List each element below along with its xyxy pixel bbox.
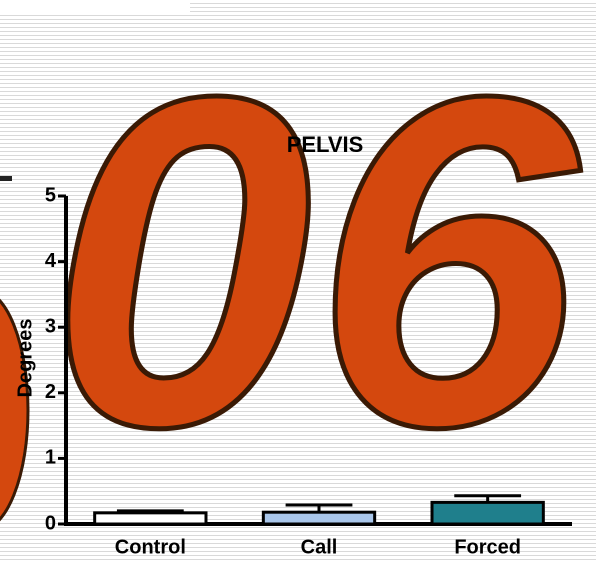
bar bbox=[261, 510, 377, 526]
watermark: 06 bbox=[48, 0, 581, 524]
header-strip bbox=[0, 0, 190, 12]
bar bbox=[430, 500, 545, 526]
y-tick-label: 2 bbox=[45, 381, 56, 403]
y-tick-label: 1 bbox=[45, 447, 56, 469]
y-tick-label: 0 bbox=[45, 512, 56, 534]
decor-dash bbox=[0, 176, 12, 181]
bar bbox=[93, 511, 208, 526]
y-tick-label: 4 bbox=[45, 250, 57, 272]
x-tick-label: Forced bbox=[454, 536, 521, 558]
y-tick-label: 3 bbox=[45, 315, 56, 337]
x-tick-label: Call bbox=[301, 536, 338, 558]
decor-shape bbox=[0, 298, 30, 522]
y-axis-label: Degrees bbox=[14, 319, 36, 398]
chart-title: PELVIS bbox=[287, 132, 364, 157]
y-tick-label: 5 bbox=[45, 184, 56, 206]
x-tick-label: Control bbox=[115, 536, 186, 558]
